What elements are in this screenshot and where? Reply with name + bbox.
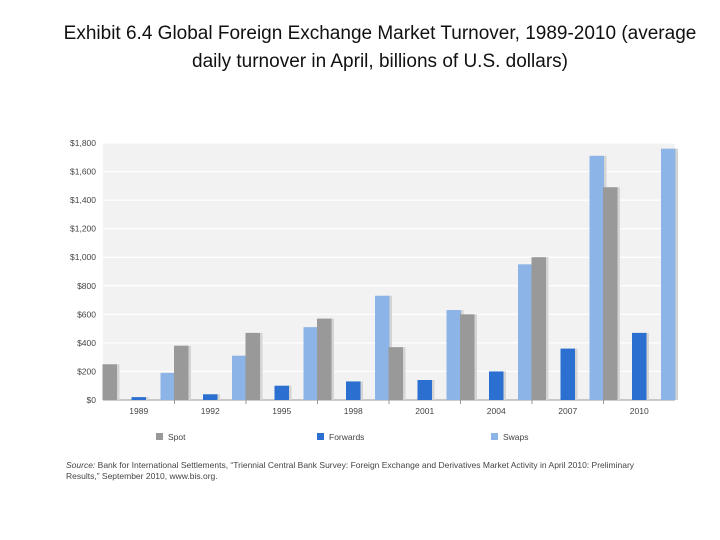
bar <box>603 187 618 400</box>
y-tick-label: $1,600 <box>70 167 96 177</box>
y-tick-label: $1,800 <box>70 138 96 148</box>
y-tick-label: $600 <box>77 309 96 319</box>
legend: Spot Forwards Swaps <box>156 432 529 442</box>
bar <box>661 148 676 400</box>
source-label: Source: <box>66 460 96 470</box>
bar <box>589 155 604 400</box>
bar <box>446 310 461 400</box>
bar <box>245 332 260 400</box>
x-tick-label: 1998 <box>344 406 363 416</box>
bar <box>102 364 117 400</box>
bar <box>174 345 189 400</box>
bar <box>375 295 390 400</box>
legend-swatch <box>156 433 163 440</box>
legend-label: Spot <box>168 432 186 442</box>
x-tick-label: 2004 <box>487 406 506 416</box>
legend-label: Swaps <box>503 432 529 442</box>
x-tick-label: 2010 <box>630 406 649 416</box>
chart-title: Exhibit 6.4 Global Foreign Exchange Mark… <box>63 23 697 72</box>
bar <box>232 355 247 400</box>
bar <box>160 372 175 400</box>
y-tick-label: $200 <box>77 366 96 376</box>
x-tick-label: 1995 <box>272 406 291 416</box>
bar <box>131 397 146 400</box>
bar <box>518 264 533 400</box>
x-tick-label: 2007 <box>558 406 577 416</box>
x-axis-ticks: 1989 1992 1995 1998 2001 2004 2007 2010 <box>129 400 649 416</box>
bar <box>632 332 647 400</box>
y-tick-label: $800 <box>77 281 96 291</box>
bar <box>317 318 332 400</box>
bar <box>346 381 361 400</box>
bar <box>460 314 475 400</box>
legend-swatch <box>317 433 324 440</box>
bar <box>560 348 575 400</box>
bars <box>102 148 678 400</box>
x-tick-label: 2001 <box>415 406 434 416</box>
bar <box>303 327 318 400</box>
bar <box>417 380 432 400</box>
bar <box>531 257 546 400</box>
bar <box>388 347 403 400</box>
x-tick-label: 1992 <box>201 406 220 416</box>
bar <box>274 385 289 400</box>
y-tick-label: $1,000 <box>70 252 96 262</box>
bar <box>203 394 218 400</box>
legend-swatch <box>491 433 498 440</box>
y-axis-ticks: $0 $200 $400 $600 $800 $1,000 $1,200 $1,400 $1,6… <box>70 138 96 405</box>
legend-label: Forwards <box>329 432 364 442</box>
y-tick-label: $400 <box>77 338 96 348</box>
x-tick-label: 1989 <box>129 406 148 416</box>
y-tick-label: $0 <box>87 395 97 405</box>
y-tick-label: $1,200 <box>70 224 96 234</box>
source-text: Bank for International Settlements, “Tri… <box>66 460 635 481</box>
bar <box>489 371 504 400</box>
source-note: Source: Bank for International Settlemen… <box>66 460 646 482</box>
y-tick-label: $1,400 <box>70 195 96 205</box>
